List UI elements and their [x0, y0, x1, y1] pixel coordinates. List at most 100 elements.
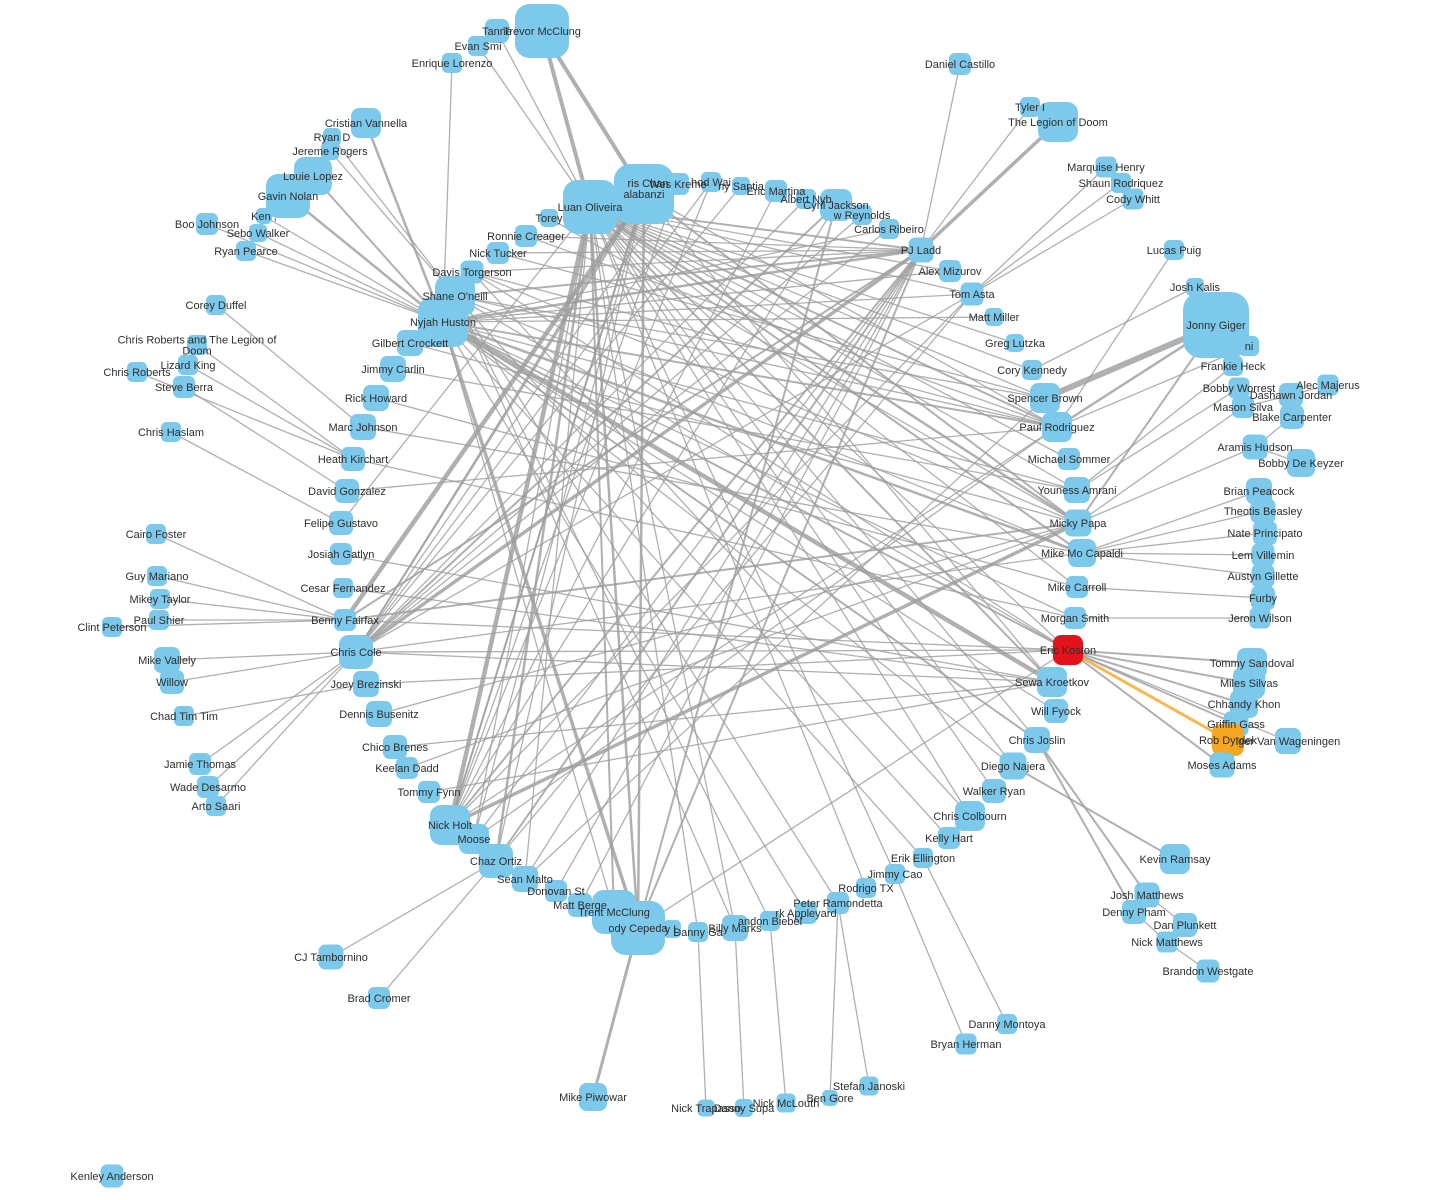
node-wade-desarmo[interactable] [197, 776, 219, 798]
node-jamie-thomas[interactable] [189, 753, 211, 775]
node-chris-chann[interactable] [634, 169, 662, 197]
node-billy-marks[interactable] [722, 915, 748, 941]
node-corey-duffel[interactable] [206, 295, 226, 315]
node-matt-berger[interactable] [568, 893, 592, 917]
node-dashawn-jordan[interactable] [1279, 383, 1303, 407]
node-shaun-rodriquez[interactable] [1111, 173, 1131, 193]
node-ken[interactable] [256, 208, 272, 224]
node-moses-adams[interactable] [1209, 752, 1235, 778]
node-chris-haslam[interactable] [161, 422, 181, 442]
node-paul-rodriguez[interactable] [1042, 412, 1072, 442]
node-brandon-westgate[interactable] [1196, 959, 1220, 983]
node-cairo-foster[interactable] [146, 524, 166, 544]
node-ronnie-creager[interactable] [515, 225, 537, 247]
node-davis-torgerson[interactable] [460, 260, 484, 284]
node-michael-sommer[interactable] [1058, 448, 1080, 470]
node-brandon-biebel[interactable] [760, 911, 780, 931]
node-jonny-giger[interactable] [1183, 292, 1249, 358]
node-chhandy-khon[interactable] [1230, 690, 1258, 718]
node-eric-koston[interactable] [1053, 635, 1083, 665]
node-austyn-gillette[interactable] [1251, 564, 1275, 588]
node-kelly-hart[interactable] [938, 827, 960, 849]
node-van-wageningen[interactable] [1275, 728, 1301, 754]
node-rob-dyrdek[interactable] [1212, 724, 1244, 756]
node-josiah-gatlyn[interactable] [330, 543, 352, 565]
node-jimmy-cao[interactable] [885, 864, 905, 884]
node-mike-piwowar[interactable] [579, 1083, 607, 1111]
node-cj-tambornino[interactable] [318, 944, 344, 970]
node-tom-asta[interactable] [960, 282, 984, 306]
node-micky-papa[interactable] [1064, 509, 1092, 537]
node-cody-whitt[interactable] [1122, 188, 1144, 210]
node-steve-berra[interactable] [173, 376, 195, 398]
node-daniel-castillo[interactable] [949, 53, 971, 75]
node-matt-miller[interactable] [985, 308, 1003, 326]
node-denny-pham[interactable] [1122, 900, 1146, 924]
node-kevin-ramsay[interactable] [1160, 844, 1190, 874]
node-paul-shier[interactable] [149, 610, 169, 630]
node-andrew-reynolds[interactable] [852, 205, 872, 225]
node-danny-supa[interactable] [735, 1099, 753, 1117]
node-legion-of-doom[interactable] [1038, 102, 1078, 142]
node-cody-cepeda[interactable] [611, 901, 665, 955]
node-luan-oliveira[interactable] [563, 180, 617, 234]
node-morgan-smith[interactable] [1064, 607, 1086, 629]
node-clint-peterson[interactable] [102, 617, 122, 637]
node-dennis-busenitz[interactable] [366, 701, 392, 727]
node-chad-tim-tim[interactable] [174, 706, 194, 726]
node-torey[interactable] [540, 209, 558, 227]
node-rick-howard[interactable] [363, 385, 389, 411]
node-mikey-taylor[interactable] [150, 589, 170, 609]
node-joey-brezinski[interactable] [353, 671, 379, 697]
node-chris-cole[interactable] [339, 635, 373, 669]
node-dan-plunkett[interactable] [1173, 913, 1197, 937]
node-ni[interactable] [1239, 336, 1259, 356]
node-marquise-henry[interactable] [1095, 156, 1117, 178]
node-diego-najera[interactable] [999, 752, 1027, 780]
node-marc-johnson[interactable] [350, 414, 376, 440]
node-arto-saari[interactable] [206, 796, 226, 816]
node-nick-trapasso[interactable] [697, 1099, 715, 1117]
node-erik-ellington[interactable] [913, 848, 933, 868]
node-sebo-walker[interactable] [249, 224, 267, 242]
node-chico-brenes[interactable] [383, 735, 407, 759]
node-nick-tucker[interactable] [487, 242, 509, 264]
node-enrique-lorenzo[interactable] [442, 53, 462, 73]
node-greg-lutzka[interactable] [1006, 334, 1024, 352]
node-guy-mariano[interactable] [147, 566, 167, 586]
node-jimmy-carlin[interactable] [380, 356, 406, 382]
node-cristian-vannella[interactable] [351, 108, 381, 138]
node-lucas-puig[interactable] [1164, 240, 1184, 260]
node-pj-ladd[interactable] [908, 237, 934, 263]
node-felipe-gustavo[interactable] [329, 511, 353, 535]
node-will-fyock[interactable] [1044, 699, 1068, 723]
node-blake-carpenter[interactable] [1280, 405, 1304, 429]
node-mark-appleyard[interactable] [795, 902, 817, 924]
node-alex-mizurov[interactable] [939, 260, 961, 282]
node-gavin-nolan[interactable] [266, 174, 310, 218]
node-furby[interactable] [1251, 586, 1275, 610]
node-chris-colbourn[interactable] [955, 801, 985, 831]
node-evan-smith[interactable] [468, 36, 488, 56]
node-gilbert-crockett[interactable] [397, 330, 423, 356]
node-nick-mclouth[interactable] [776, 1093, 796, 1113]
node-albert-nyberg[interactable] [796, 189, 816, 209]
node-alec-majerus[interactable] [1317, 374, 1339, 396]
node-theotis-beasley[interactable] [1250, 498, 1276, 524]
node-youness-amrani[interactable] [1064, 477, 1090, 503]
node-jereme-rogers[interactable] [321, 142, 339, 160]
node-sean-malto[interactable] [512, 866, 538, 892]
node-moose[interactable] [459, 824, 489, 854]
node-jeron-wilson[interactable] [1249, 607, 1271, 629]
node-chris-roberts[interactable] [127, 362, 147, 382]
node-donovan-strain[interactable] [545, 880, 567, 902]
node-mike-carroll[interactable] [1066, 576, 1088, 598]
node-eric-martina[interactable] [765, 180, 787, 202]
node-chris-roberts-lod[interactable] [187, 335, 207, 355]
node-cory-kennedy[interactable] [1022, 360, 1042, 380]
node-mike-mo-capaldi[interactable] [1068, 539, 1096, 567]
node-walker-ryan[interactable] [982, 779, 1006, 803]
node-aramis-hudson[interactable] [1242, 434, 1268, 460]
node-sewa-kroetkov[interactable] [1037, 667, 1067, 697]
node-chris-joslin[interactable] [1024, 727, 1050, 753]
